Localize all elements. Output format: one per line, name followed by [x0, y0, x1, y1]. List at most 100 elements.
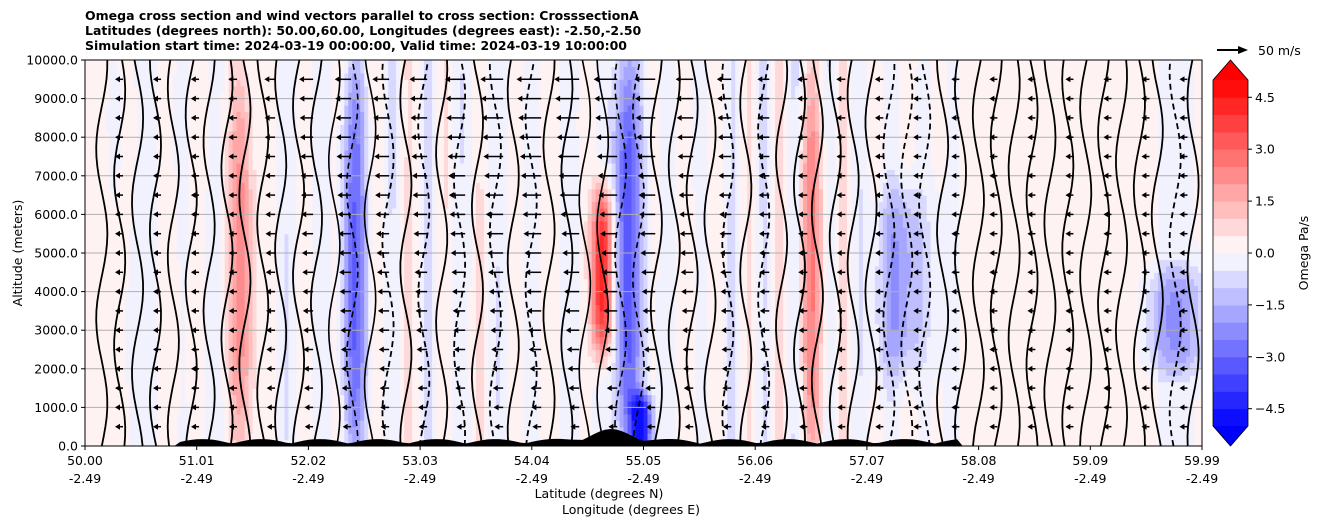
- omega-cell: [244, 278, 250, 286]
- omega-cell: [332, 98, 337, 106]
- omega-cell: [192, 420, 198, 428]
- omega-cell: [396, 233, 401, 241]
- omega-cell: [156, 265, 162, 273]
- omega-cell: [328, 220, 333, 228]
- omega-cell: [388, 310, 393, 318]
- omega-cell: [220, 227, 226, 235]
- omega-cell: [312, 291, 317, 299]
- omega-cell: [156, 317, 162, 325]
- omega-cell: [316, 143, 321, 151]
- omega-cell: [132, 375, 138, 383]
- omega-cell: [404, 323, 409, 331]
- omega-cell: [220, 111, 226, 119]
- omega-cell: [100, 162, 106, 170]
- omega-cell: [328, 265, 333, 273]
- omega-cell: [244, 195, 250, 203]
- omega-cell: [168, 79, 174, 87]
- omega-cell: [284, 381, 290, 389]
- omega-cell: [160, 253, 166, 261]
- omega-cell: [216, 169, 222, 177]
- omega-cell: [400, 98, 405, 106]
- omega-cell: [124, 349, 130, 357]
- omega-cell: [344, 143, 349, 151]
- omega-cell: [380, 137, 385, 145]
- omega-cell: [220, 117, 226, 125]
- omega-cell: [196, 259, 202, 267]
- omega-cell: [132, 298, 138, 306]
- omega-cell: [280, 98, 286, 106]
- omega-cell: [160, 394, 166, 402]
- omega-cell: [384, 298, 389, 306]
- omega-cell: [348, 317, 353, 325]
- omega-cell: [160, 426, 166, 434]
- omega-cell: [280, 246, 286, 254]
- omega-cell: [228, 375, 234, 383]
- omega-cell: [356, 368, 361, 376]
- omega-cell: [240, 246, 246, 254]
- omega-cell: [248, 362, 254, 370]
- omega-cell: [408, 400, 413, 408]
- omega-cell: [292, 400, 298, 408]
- omega-cell: [192, 278, 198, 286]
- omega-cell: [368, 117, 373, 125]
- omega-cell: [140, 407, 146, 415]
- omega-cell: [228, 207, 234, 215]
- omega-cell: [352, 323, 357, 331]
- omega-cell: [92, 201, 98, 209]
- omega-cell: [412, 388, 417, 396]
- omega-cell: [88, 175, 94, 183]
- omega-cell: [328, 381, 333, 389]
- omega-cell: [192, 60, 198, 68]
- omega-cell: [320, 137, 325, 145]
- omega-cell: [268, 400, 274, 408]
- omega-cell: [160, 265, 166, 273]
- omega-cell: [332, 72, 337, 80]
- omega-cell: [376, 413, 381, 421]
- omega-cell: [104, 433, 110, 441]
- omega-cell: [276, 240, 282, 248]
- omega-cell: [104, 92, 110, 100]
- omega-cell: [312, 272, 317, 280]
- omega-cell: [104, 349, 110, 357]
- omega-cell: [176, 291, 182, 299]
- omega-cell: [408, 233, 413, 241]
- omega-cell: [144, 265, 150, 273]
- omega-cell: [104, 201, 110, 209]
- omega-cell: [144, 117, 150, 125]
- omega-cell: [384, 343, 389, 351]
- omega-cell: [320, 175, 325, 183]
- omega-cell: [216, 323, 222, 331]
- omega-cell: [348, 355, 353, 363]
- omega-cell: [128, 362, 134, 370]
- omega-cell: [216, 330, 222, 338]
- omega-cell: [308, 98, 313, 106]
- omega-cell: [292, 111, 298, 119]
- omega-cell: [392, 79, 397, 87]
- omega-cell: [208, 336, 214, 344]
- omega-cell: [392, 143, 397, 151]
- omega-cell: [260, 137, 266, 145]
- omega-cell: [324, 343, 329, 351]
- omega-cell: [284, 388, 290, 396]
- omega-cell: [204, 285, 210, 293]
- omega-cell: [104, 246, 110, 254]
- omega-cell: [404, 349, 409, 357]
- omega-cell: [408, 433, 413, 441]
- omega-cell: [124, 162, 130, 170]
- omega-cell: [96, 407, 102, 415]
- omega-cell: [396, 317, 401, 325]
- omega-cell: [284, 413, 290, 421]
- omega-cell: [96, 124, 102, 132]
- omega-cell: [92, 188, 98, 196]
- omega-cell: [124, 98, 130, 106]
- omega-cell: [136, 201, 142, 209]
- omega-cell: [248, 259, 254, 267]
- omega-cell: [168, 265, 174, 273]
- omega-cell: [128, 143, 134, 151]
- omega-cell: [124, 182, 130, 190]
- omega-cell: [400, 381, 405, 389]
- omega-cell: [192, 400, 198, 408]
- omega-cell: [96, 330, 102, 338]
- omega-cell: [172, 349, 178, 357]
- omega-cell: [256, 92, 262, 100]
